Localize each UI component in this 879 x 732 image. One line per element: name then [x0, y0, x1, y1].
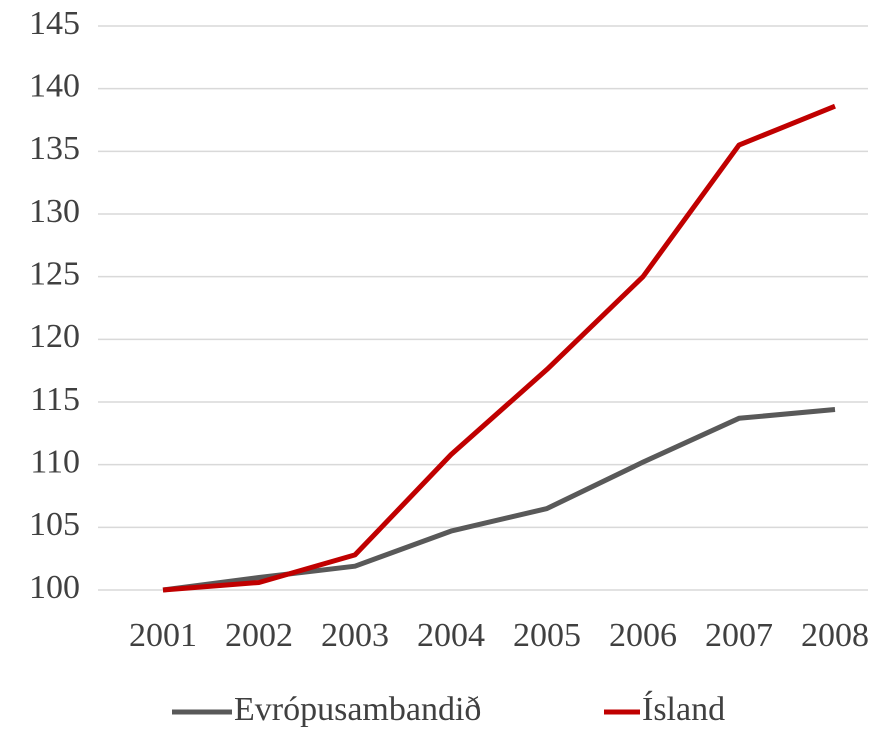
y-tick-label: 100 [29, 569, 80, 606]
y-tick-label: 110 [30, 443, 80, 480]
y-tick-label: 105 [29, 506, 80, 543]
x-tick-label: 2003 [321, 617, 389, 654]
y-tick-label: 140 [29, 67, 80, 104]
y-tick-label: 130 [29, 193, 80, 230]
x-tick-label: 2002 [225, 617, 293, 654]
y-tick-label: 120 [29, 318, 80, 355]
x-tick-label: 2005 [513, 617, 581, 654]
y-tick-label: 135 [29, 130, 80, 167]
y-tick-label: 125 [29, 255, 80, 292]
x-tick-label: 2004 [417, 617, 485, 654]
x-tick-label: 2008 [801, 617, 869, 654]
y-tick-label: 115 [30, 381, 80, 418]
x-tick-label: 2007 [705, 617, 773, 654]
y-tick-label: 145 [29, 5, 80, 42]
legend-label: Evrópusambandið [234, 691, 481, 728]
x-tick-label: 2006 [609, 617, 677, 654]
series-line [162, 103, 836, 593]
series-line [162, 407, 836, 593]
legend-label: Ísland [642, 691, 725, 728]
x-tick-label: 2001 [129, 617, 197, 654]
